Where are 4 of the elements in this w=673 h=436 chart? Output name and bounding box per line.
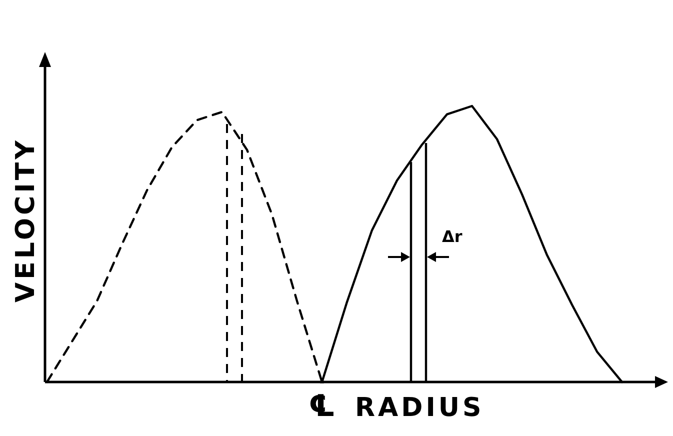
y-axis-title: VELOCITY: [11, 138, 41, 302]
x-axis-title: RADIUS: [355, 393, 484, 423]
annotation: Δr: [442, 227, 462, 246]
text: ℄: [308, 389, 336, 424]
